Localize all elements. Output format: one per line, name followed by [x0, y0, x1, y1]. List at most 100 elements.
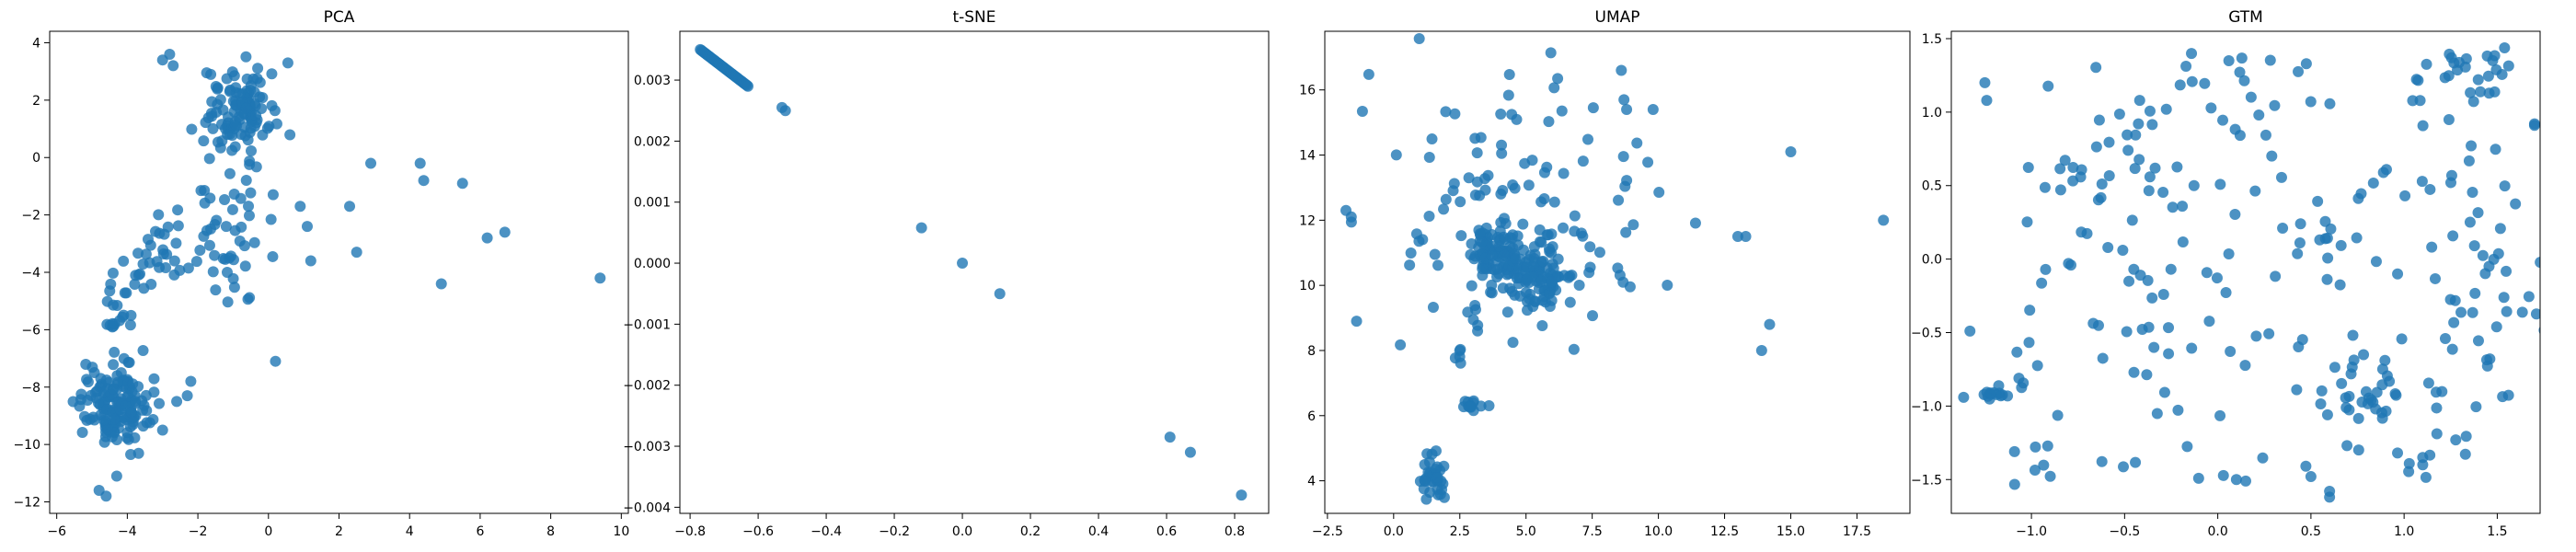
x-tick-label: 0.0	[952, 524, 972, 539]
data-point	[2180, 60, 2192, 72]
data-point	[2039, 181, 2051, 193]
data-point	[2501, 305, 2513, 317]
x-tick-label: 4	[406, 524, 414, 539]
data-point	[246, 145, 258, 157]
data-point	[211, 214, 223, 226]
data-point	[2294, 218, 2306, 230]
y-tick-label: −0.003	[623, 440, 671, 454]
data-point	[915, 222, 927, 234]
x-tick-label: 2	[335, 524, 343, 539]
data-point	[1236, 489, 1248, 501]
data-point	[2472, 74, 2484, 86]
data-point	[109, 413, 121, 425]
data-point	[1534, 236, 1546, 247]
data-point	[168, 269, 180, 281]
data-point	[2296, 334, 2308, 346]
data-point	[2263, 328, 2275, 339]
data-point	[1486, 229, 1498, 241]
data-point	[2502, 389, 2514, 401]
data-point	[216, 119, 228, 131]
data-point	[2392, 447, 2404, 459]
data-point	[2234, 130, 2246, 142]
data-point	[76, 427, 88, 438]
data-point	[2300, 58, 2312, 70]
data-point	[1476, 236, 1488, 248]
data-point	[1465, 401, 1477, 413]
data-point	[1621, 175, 1633, 187]
data-point	[2379, 354, 2391, 366]
data-point	[2396, 333, 2408, 345]
data-point	[170, 237, 182, 249]
data-point	[2300, 460, 2312, 472]
data-point	[1479, 184, 1491, 196]
panel-pca: −6 −4 −2 0 2 4 6 8 10 −12 −10 −8 −6 −4 −2 0 2 4 PCA	[13, 8, 629, 539]
data-point	[248, 236, 260, 248]
data-point	[2188, 179, 2200, 191]
data-point	[2315, 397, 2327, 409]
data-point	[270, 355, 282, 367]
data-point	[2203, 316, 2215, 328]
data-point	[124, 420, 136, 432]
data-point	[239, 260, 251, 272]
data-point	[2424, 183, 2436, 195]
data-point	[2446, 343, 2458, 355]
data-point	[1569, 210, 1581, 222]
data-point	[1426, 133, 1438, 145]
data-point	[2340, 402, 2352, 414]
data-point	[1511, 272, 1523, 284]
data-point	[2092, 194, 2104, 206]
data-point	[123, 356, 135, 368]
data-point	[82, 376, 94, 388]
data-point	[1351, 316, 1363, 328]
data-point	[2021, 216, 2033, 228]
chart-title: t-SNE	[952, 8, 995, 27]
data-point	[1471, 176, 1483, 188]
data-point	[1613, 194, 1625, 206]
data-point	[2516, 306, 2528, 318]
data-point	[2102, 241, 2114, 253]
data-point	[185, 375, 197, 387]
data-point	[2059, 155, 2071, 167]
data-point	[2054, 184, 2066, 196]
data-point	[2392, 268, 2404, 280]
data-point	[257, 129, 269, 141]
data-point	[201, 224, 213, 236]
data-point	[1575, 227, 1587, 239]
data-point	[2367, 177, 2379, 189]
data-point	[80, 358, 92, 370]
data-point	[2040, 263, 2052, 275]
x-tick-label: 10.0	[1644, 524, 1673, 539]
y-tick-label: 4	[1307, 475, 1316, 489]
x-tick-label: −6	[47, 524, 66, 539]
data-point	[2439, 333, 2451, 345]
data-point	[1517, 218, 1529, 230]
data-point	[220, 221, 232, 233]
data-point	[2470, 401, 2482, 413]
data-point	[1545, 47, 1557, 59]
data-point	[224, 84, 236, 96]
data-point	[2523, 291, 2535, 303]
data-point	[252, 63, 264, 75]
data-point	[1564, 296, 1576, 308]
data-point	[2030, 441, 2041, 453]
data-point	[2011, 346, 2023, 358]
data-point	[2377, 167, 2389, 178]
data-point	[240, 102, 252, 114]
data-point	[1184, 446, 1196, 458]
y-tick-label: −1.0	[1911, 399, 1942, 414]
data-point	[116, 397, 128, 409]
data-point	[199, 197, 211, 209]
data-point	[142, 234, 154, 246]
y-tick-label: −0.004	[623, 500, 671, 515]
data-point	[2214, 178, 2226, 190]
data-point	[2480, 354, 2492, 366]
data-point	[121, 287, 132, 299]
data-point	[1731, 231, 1743, 243]
data-point	[2042, 80, 2054, 92]
data-point	[2448, 57, 2460, 69]
data-point	[109, 346, 121, 358]
data-point	[1469, 132, 1481, 144]
data-point	[2128, 263, 2140, 275]
data-point	[168, 255, 180, 267]
